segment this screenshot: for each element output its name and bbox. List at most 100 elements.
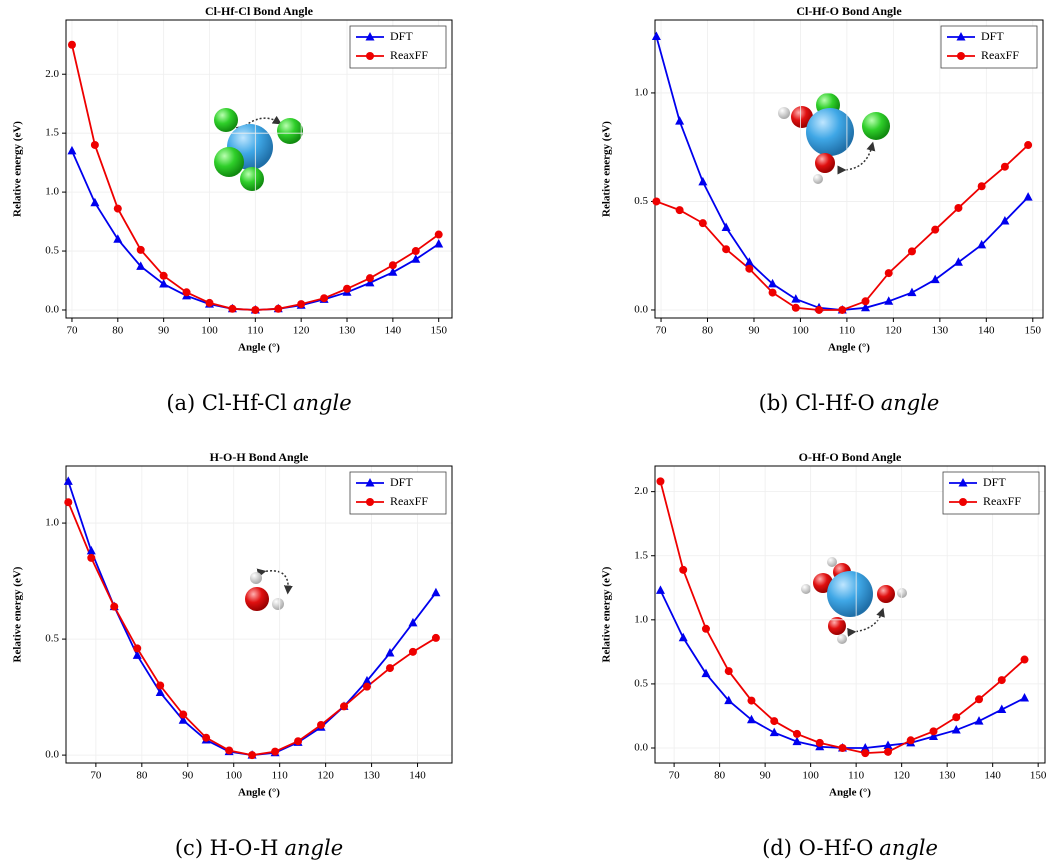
y-tick-label: 0.0 (45, 304, 59, 316)
subplot: 70 80 90 100 110 120 130 140 150 0.0 0.5 1.0 Cl-Hf-O… (601, 4, 1044, 415)
y-tick-label: 1.5 (45, 127, 59, 139)
legend-label: ReaxFF (983, 494, 1021, 508)
marker (952, 713, 961, 722)
caption: (b) Cl-Hf-O angle (759, 391, 940, 415)
legend-label: DFT (390, 475, 413, 489)
marker (408, 647, 417, 656)
marker (883, 740, 893, 749)
x-tick-label: 70 (656, 325, 668, 337)
x-tick-label: 80 (136, 770, 148, 782)
x-tick-label: 90 (748, 325, 760, 337)
marker (110, 602, 119, 611)
marker (67, 145, 77, 155)
y-tick-label: 2.0 (45, 68, 59, 80)
x-axis-label: Angle (°) (238, 787, 280, 799)
y-tick-label: 0.0 (45, 749, 59, 761)
y-axis-label: Relative energy (eV) (12, 121, 24, 217)
series-line (659, 481, 1026, 755)
marker (931, 225, 940, 234)
caption-emphasis: angle (881, 391, 940, 415)
x-tick-label: 100 (201, 325, 218, 337)
y-axis-label: Relative energy (eV) (601, 121, 613, 217)
marker (366, 52, 374, 60)
marker (930, 274, 940, 284)
caption: (a) Cl-Hf-Cl angle (166, 391, 351, 415)
marker (297, 300, 306, 309)
x-tick-label: 150 (1030, 770, 1047, 782)
marker (182, 288, 191, 297)
marker (90, 197, 100, 207)
x-axis-label: Angle (°) (829, 787, 871, 799)
marker (365, 274, 374, 283)
x-tick-label: 150 (1025, 325, 1042, 337)
marker (113, 204, 122, 213)
y-tick-label: 1.0 (634, 613, 648, 625)
caption-text: (b) Cl-Hf-O (759, 391, 875, 415)
marker (294, 737, 303, 746)
y-tick-label: 1.0 (45, 517, 59, 529)
marker (179, 710, 188, 719)
caption: (c) H-O-H angle (175, 836, 343, 860)
marker (770, 717, 779, 726)
marker (366, 498, 374, 506)
series-line (67, 481, 437, 757)
marker (340, 702, 349, 711)
legend-label: ReaxFF (981, 48, 1019, 62)
marker (159, 271, 168, 280)
marker (906, 736, 915, 745)
x-tick-label: 70 (66, 325, 78, 337)
marker (385, 664, 394, 673)
subplot: 70 80 90 100 110 120 130 140 150 0.0 0.5 1.0 1.5 2.0 O… (601, 450, 1047, 860)
marker (317, 720, 326, 729)
marker (155, 687, 165, 696)
marker (63, 476, 73, 485)
x-tick-label: 130 (939, 770, 956, 782)
y-tick-label: 2.0 (634, 485, 648, 497)
y-tick-label: 0.5 (45, 633, 59, 645)
legend-box (349, 471, 447, 515)
series-line (67, 501, 437, 757)
y-tick-label: 1.0 (634, 86, 648, 98)
marker (362, 682, 371, 691)
marker (884, 269, 893, 278)
marker (792, 729, 801, 738)
x-tick-label: 100 (225, 770, 242, 782)
y-tick-label: 0.0 (634, 742, 648, 754)
x-tick-label: 120 (317, 770, 334, 782)
marker (815, 738, 824, 747)
plot-frame (65, 19, 453, 319)
plot-frame (65, 465, 453, 764)
marker (652, 197, 661, 206)
x-tick-label: 110 (839, 325, 856, 337)
legend-label: DFT (983, 475, 1006, 489)
marker (320, 294, 329, 303)
marker (362, 675, 372, 685)
subplot: 70 80 90 100 110 120 130 140 0.0 0.5 1.0 H-O-H Bond… (12, 450, 453, 860)
marker (997, 676, 1006, 685)
plot-frame (654, 19, 1044, 319)
marker (271, 747, 280, 756)
marker (434, 230, 443, 239)
x-tick-label: 90 (760, 770, 772, 782)
y-tick-label: 0.0 (634, 304, 648, 316)
legend-label: ReaxFF (390, 48, 428, 62)
marker (388, 261, 397, 270)
caption: (d) O-Hf-O angle (762, 836, 938, 860)
marker (977, 182, 986, 191)
marker (884, 296, 894, 305)
x-tick-label: 140 (385, 325, 402, 337)
marker (701, 668, 711, 678)
marker (929, 727, 938, 736)
marker (87, 553, 96, 562)
caption-emphasis: angle (285, 836, 344, 860)
x-tick-label: 130 (339, 325, 356, 337)
marker (951, 725, 961, 734)
legend: DFT ReaxFF (940, 25, 1038, 69)
marker (136, 261, 146, 270)
marker (698, 219, 707, 228)
caption-text: (a) Cl-Hf-Cl (166, 391, 287, 415)
marker (408, 617, 418, 627)
marker (679, 565, 688, 574)
marker (655, 585, 665, 594)
x-tick-label: 110 (272, 770, 289, 782)
